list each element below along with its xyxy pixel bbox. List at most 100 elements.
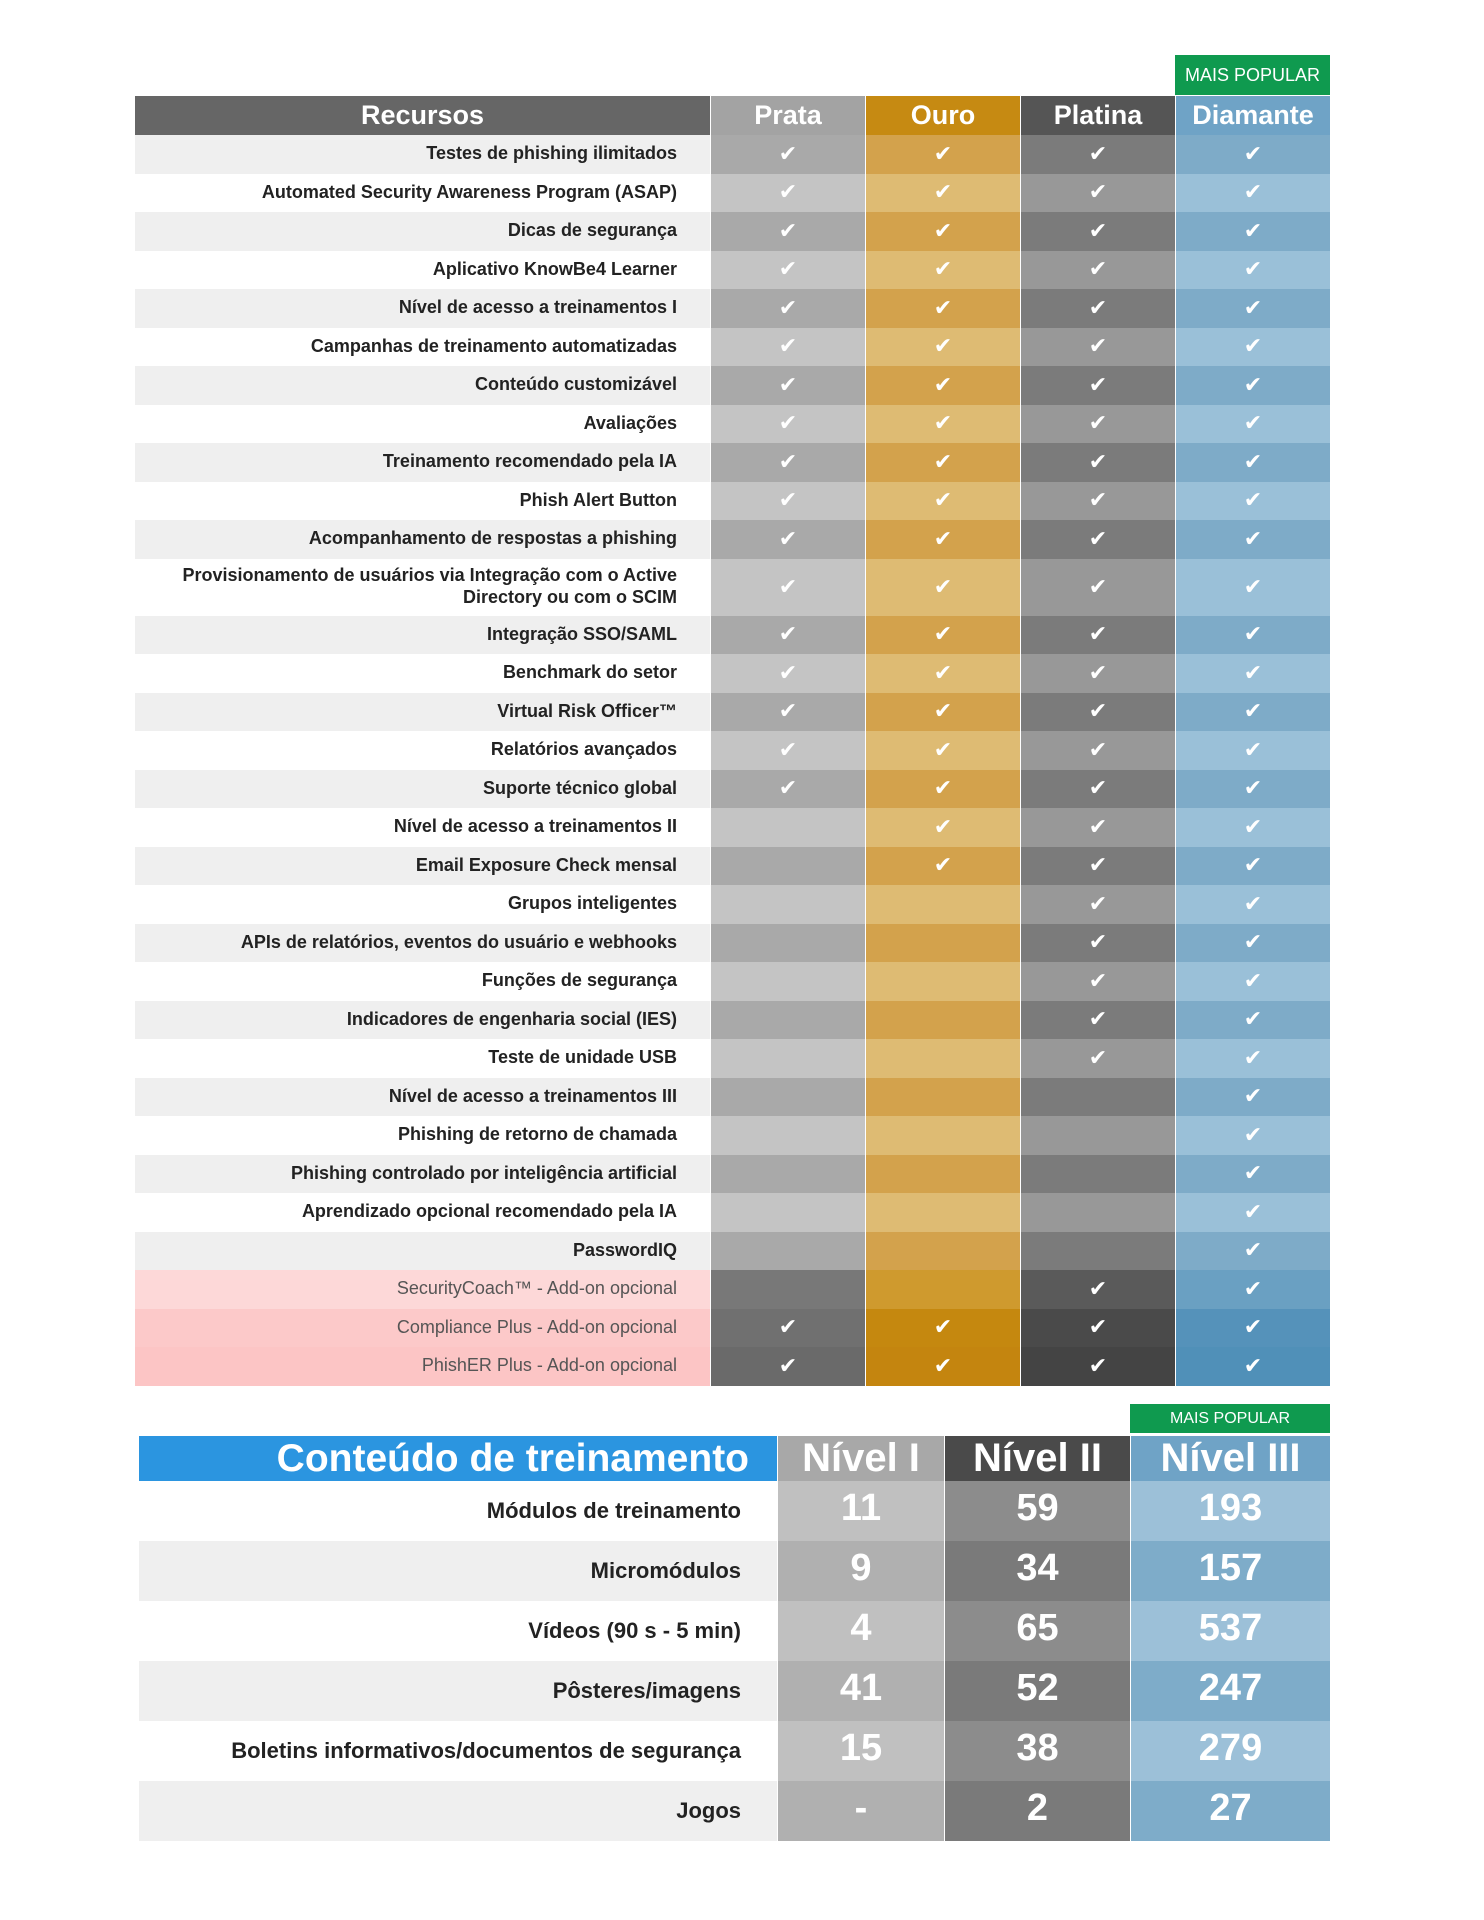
- feature-label: PasswordIQ: [135, 1231, 710, 1270]
- check-cell: ✔: [710, 1308, 865, 1347]
- check-cell: ✔: [1175, 1039, 1330, 1078]
- check-cell: ✔: [865, 443, 1020, 482]
- check-cell: [710, 1231, 865, 1270]
- check-cell: ✔: [710, 1347, 865, 1386]
- check-cell: ✔: [1020, 1347, 1175, 1386]
- check-cell: ✔: [865, 366, 1020, 405]
- feature-label: Email Exposure Check mensal: [135, 846, 710, 885]
- check-cell: [1020, 1193, 1175, 1232]
- check-cell: [1020, 1154, 1175, 1193]
- check-cell: ✔: [710, 692, 865, 731]
- feature-label: Campanhas de treinamento automatizadas: [135, 327, 710, 366]
- feature-label: Teste de unidade USB: [135, 1039, 710, 1078]
- row-label: Jogos: [139, 1781, 777, 1841]
- check-cell: ✔: [1175, 404, 1330, 443]
- check-cell: ✔: [1020, 885, 1175, 924]
- count-cell: 4: [777, 1601, 944, 1661]
- check-cell: ✔: [1020, 731, 1175, 770]
- feature-label: Testes de phishing ilimitados: [135, 135, 710, 174]
- check-cell: ✔: [710, 731, 865, 770]
- check-cell: ✔: [1175, 366, 1330, 405]
- feature-label: Dicas de segurança: [135, 212, 710, 251]
- check-cell: ✔: [1175, 1077, 1330, 1116]
- check-cell: ✔: [1175, 289, 1330, 328]
- check-cell: ✔: [1175, 1231, 1330, 1270]
- check-cell: ✔: [865, 769, 1020, 808]
- feature-label: Funções de segurança: [135, 962, 710, 1001]
- feature-label: APIs de relatórios, eventos do usuário e…: [135, 923, 710, 962]
- feature-label: Phishing controlado por inteligência art…: [135, 1154, 710, 1193]
- check-cell: ✔: [865, 731, 1020, 770]
- column-header: Prata: [710, 96, 865, 135]
- check-cell: ✔: [1175, 885, 1330, 924]
- check-cell: ✔: [865, 808, 1020, 847]
- feature-label: Aplicativo KnowBe4 Learner: [135, 250, 710, 289]
- check-cell: ✔: [1020, 1308, 1175, 1347]
- count-cell: 34: [944, 1541, 1130, 1601]
- feature-label: Automated Security Awareness Program (AS…: [135, 173, 710, 212]
- check-cell: ✔: [1175, 1270, 1330, 1309]
- check-cell: [710, 1270, 865, 1309]
- count-cell: 2: [944, 1781, 1130, 1841]
- row-label: Vídeos (90 s - 5 min): [139, 1601, 777, 1661]
- check-cell: [865, 1039, 1020, 1078]
- column-header: Ouro: [865, 96, 1020, 135]
- feature-label: Provisionamento de usuários via Integraç…: [135, 558, 710, 616]
- feature-label: Phishing de retorno de chamada: [135, 1116, 710, 1155]
- feature-label: Integração SSO/SAML: [135, 615, 710, 654]
- feature-label: Nível de acesso a treinamentos II: [135, 808, 710, 847]
- check-cell: ✔: [1175, 443, 1330, 482]
- check-cell: ✔: [1175, 808, 1330, 847]
- check-cell: ✔: [1175, 1347, 1330, 1386]
- feature-label: Nível de acesso a treinamentos I: [135, 289, 710, 328]
- check-cell: ✔: [1175, 731, 1330, 770]
- count-cell: 279: [1130, 1721, 1330, 1781]
- check-cell: ✔: [865, 173, 1020, 212]
- check-cell: ✔: [1020, 769, 1175, 808]
- feature-label: Aprendizado opcional recomendado pela IA: [135, 1193, 710, 1232]
- row-label: Micromódulos: [139, 1541, 777, 1601]
- check-cell: ✔: [1020, 404, 1175, 443]
- check-cell: ✔: [1175, 846, 1330, 885]
- check-cell: [710, 1039, 865, 1078]
- check-cell: ✔: [710, 404, 865, 443]
- count-cell: 41: [777, 1661, 944, 1721]
- check-cell: ✔: [1175, 173, 1330, 212]
- count-cell: 537: [1130, 1601, 1330, 1661]
- column-header: Nível III: [1130, 1436, 1330, 1481]
- check-cell: ✔: [1175, 692, 1330, 731]
- check-cell: ✔: [1175, 615, 1330, 654]
- check-cell: ✔: [710, 135, 865, 174]
- check-cell: [710, 923, 865, 962]
- check-cell: ✔: [1020, 481, 1175, 520]
- check-cell: ✔: [1175, 962, 1330, 1001]
- feature-label: Grupos inteligentes: [135, 885, 710, 924]
- column-header: Nível I: [777, 1436, 944, 1481]
- check-cell: ✔: [710, 212, 865, 251]
- check-cell: ✔: [710, 558, 865, 616]
- check-cell: ✔: [865, 654, 1020, 693]
- check-cell: ✔: [710, 250, 865, 289]
- check-cell: ✔: [710, 327, 865, 366]
- popular-badge: MAIS POPULAR: [1175, 55, 1330, 95]
- check-cell: ✔: [710, 289, 865, 328]
- check-cell: ✔: [1020, 692, 1175, 731]
- check-cell: ✔: [1020, 615, 1175, 654]
- check-cell: ✔: [1020, 923, 1175, 962]
- check-cell: [865, 1193, 1020, 1232]
- check-cell: ✔: [1020, 654, 1175, 693]
- check-cell: ✔: [1175, 481, 1330, 520]
- feature-label: Treinamento recomendado pela IA: [135, 443, 710, 482]
- check-cell: ✔: [1175, 1116, 1330, 1155]
- count-cell: 15: [777, 1721, 944, 1781]
- count-cell: 59: [944, 1481, 1130, 1541]
- feature-label: Avaliações: [135, 404, 710, 443]
- feature-label: Indicadores de engenharia social (IES): [135, 1000, 710, 1039]
- check-cell: ✔: [710, 443, 865, 482]
- feature-label: PhishER Plus - Add-on opcional: [135, 1347, 710, 1386]
- check-cell: [710, 1116, 865, 1155]
- column-header: Nível II: [944, 1436, 1130, 1481]
- check-cell: ✔: [1020, 289, 1175, 328]
- feature-label: Virtual Risk Officer™: [135, 692, 710, 731]
